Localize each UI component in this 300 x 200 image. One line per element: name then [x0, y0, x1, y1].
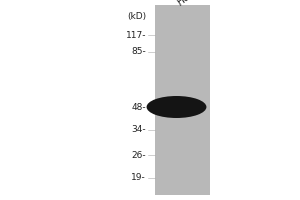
Text: 85-: 85- — [131, 47, 146, 56]
Text: 34-: 34- — [131, 126, 146, 134]
Text: 117-: 117- — [125, 30, 146, 40]
Text: 48-: 48- — [131, 102, 146, 112]
Bar — [155, 5, 210, 195]
Text: (kD): (kD) — [127, 12, 146, 21]
Text: HeLa: HeLa — [176, 0, 201, 8]
Ellipse shape — [147, 96, 206, 118]
Text: 19-: 19- — [131, 173, 146, 182]
Text: 26-: 26- — [131, 150, 146, 160]
